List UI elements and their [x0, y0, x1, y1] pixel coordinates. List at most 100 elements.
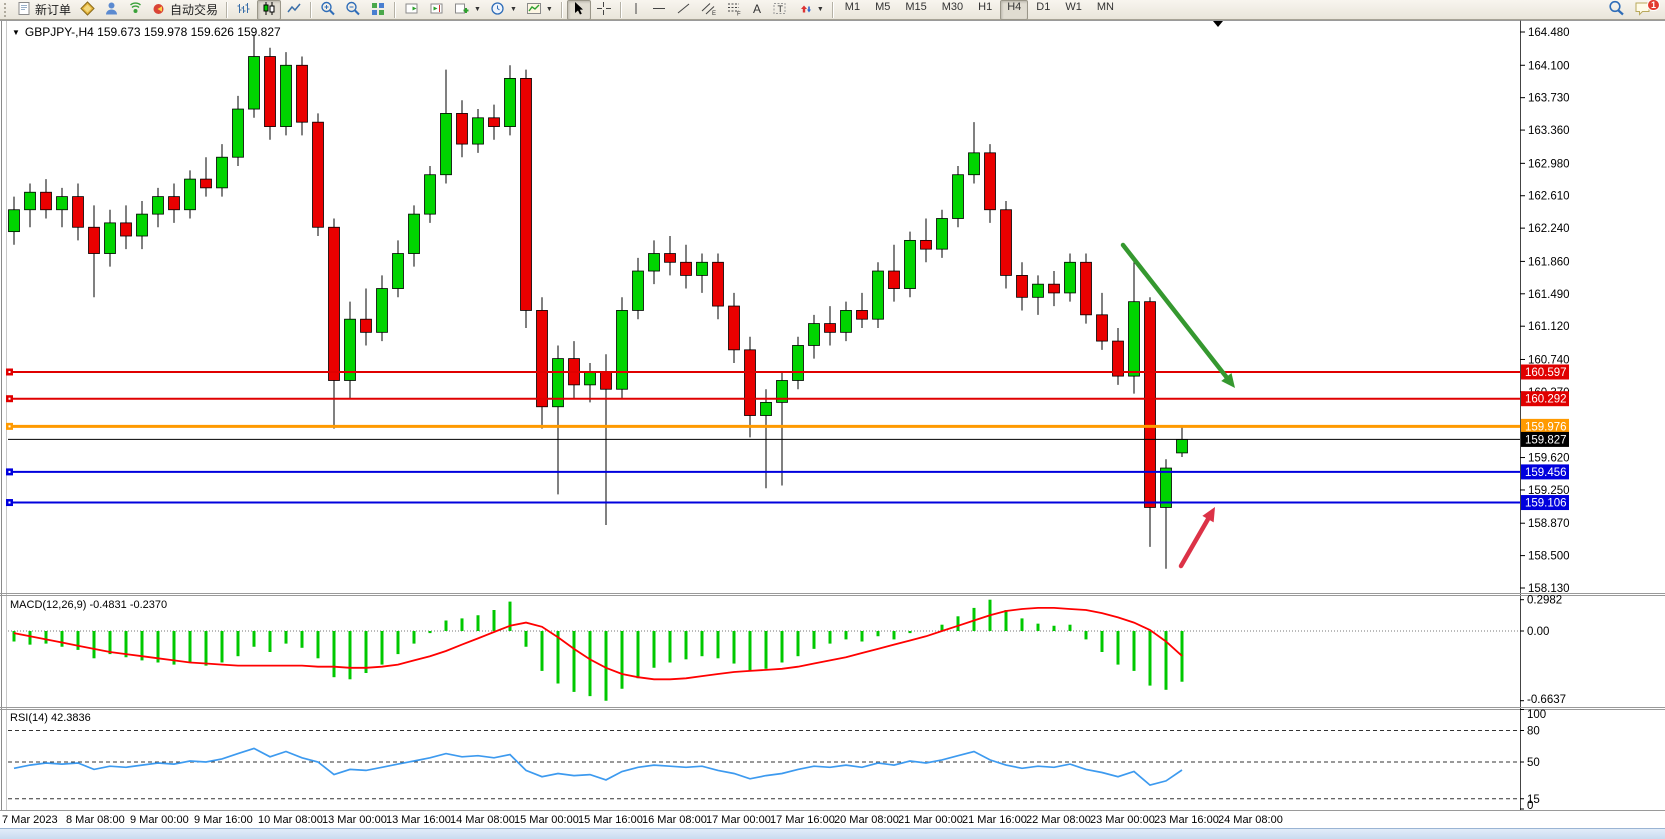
candle [296, 64, 308, 123]
signal-icon [128, 1, 143, 19]
candle [232, 108, 244, 158]
time-axis-label: 10 Mar 08:00 [258, 814, 323, 826]
candle [520, 78, 532, 311]
text-label-button[interactable]: T [768, 0, 792, 20]
candle [904, 239, 916, 289]
trendline-button[interactable] [672, 0, 696, 20]
price-badge [1521, 391, 1569, 407]
chart-title: GBPJPY-,H4 159.673 159.978 159.626 159.8… [24, 25, 281, 39]
line-chart-button[interactable] [282, 0, 306, 20]
timeframe-H4[interactable]: H4 [1000, 0, 1029, 20]
candle [1032, 283, 1044, 298]
level-handle-center [8, 501, 11, 504]
clock-icon [490, 1, 506, 19]
price-badge [1521, 431, 1569, 447]
toolbar-separator [310, 1, 313, 18]
candle [456, 113, 468, 145]
timeframe-M15[interactable]: M15 [905, 0, 927, 13]
styler-button[interactable] [76, 0, 99, 20]
candle [1144, 301, 1156, 508]
auto-scroll-button[interactable] [400, 0, 424, 20]
time-axis-label: 13 Mar 00:00 [322, 814, 387, 826]
indicators-button[interactable]: ▼ [522, 0, 557, 20]
timeframe-W1[interactable]: W1 [1065, 0, 1082, 13]
chart-shift-icon [429, 1, 445, 19]
zoom-in-icon [320, 1, 336, 19]
new-order-icon [17, 1, 32, 19]
horizontal-line-button[interactable] [647, 0, 671, 20]
indicators-icon [526, 1, 542, 19]
zoom-in-button[interactable] [316, 0, 340, 20]
time-axis-label: 21 Mar 00:00 [898, 814, 963, 826]
timeframe-MN[interactable]: MN [1096, 0, 1114, 13]
svg-text:F: F [737, 11, 741, 16]
new-chart-button[interactable]: ▼ [450, 0, 485, 20]
time-axis-label: 8 Mar 08:00 [66, 814, 125, 826]
level-handle-center [8, 425, 11, 428]
bar-chart-button[interactable] [232, 0, 256, 20]
text-label-icon: T [772, 1, 788, 19]
timeframe-H1[interactable]: H1 [978, 0, 993, 13]
candle [392, 253, 404, 289]
time-axis-label: 23 Mar 16:00 [1154, 814, 1219, 826]
line-chart-icon [286, 1, 302, 19]
equidistant-channel-button[interactable]: E [697, 0, 721, 20]
toolbar-separator [394, 1, 397, 18]
chart-title-bar: ▼ GBPJPY-,H4 159.673 159.978 159.626 159… [12, 25, 281, 39]
zoom-out-button[interactable] [341, 0, 365, 20]
timeframe-M1[interactable]: M1 [844, 0, 861, 13]
timeframe-D1[interactable]: D1 [1036, 0, 1051, 13]
tile-windows-button[interactable] [366, 0, 390, 20]
arrows-icon [797, 1, 813, 19]
rsi-label: RSI(14) 42.3836 [10, 712, 91, 724]
search-button[interactable] [1604, 0, 1629, 20]
fibonacci-button[interactable]: F [722, 0, 746, 20]
time-axis-label: 15 Mar 00:00 [514, 814, 579, 826]
macd-label: MACD(12,26,9) -0.4831 -0.2370 [10, 599, 168, 611]
bar-chart-icon [236, 1, 252, 19]
green-down-arrow-head[interactable] [1221, 372, 1235, 388]
time-axis-label: 22 Mar 08:00 [1026, 814, 1091, 826]
signals-button[interactable] [124, 0, 147, 20]
time-axis-label: 15 Mar 16:00 [578, 814, 643, 826]
candle [504, 78, 516, 127]
cursor-button[interactable] [566, 0, 591, 20]
candlestick-chart-button[interactable] [257, 0, 282, 20]
new-order-button[interactable]: 新订单 [13, 0, 75, 20]
candle [552, 358, 564, 408]
timeframe-toolbar: M1 M5 M15 M30 H1 H4 D1 W1 MN [838, 0, 1121, 20]
red-up-arrow [1178, 516, 1211, 569]
period-button[interactable]: ▼ [486, 0, 521, 20]
rsi-line [13, 747, 1183, 787]
timeframe-M30[interactable]: M30 [941, 0, 964, 13]
candle [1080, 261, 1092, 316]
chart-shift-marker-icon[interactable] [1213, 21, 1223, 27]
candle [984, 152, 996, 211]
time-axis-label: 17 Mar 16:00 [770, 814, 835, 826]
price-badge-label: 160.292 [1525, 394, 1567, 406]
candle [472, 117, 484, 145]
candle [680, 261, 692, 276]
crosshair-icon [596, 1, 612, 19]
time-axis-label: 24 Mar 08:00 [1218, 814, 1283, 826]
arrows-button[interactable]: ▼ [793, 0, 828, 20]
autotrading-button[interactable]: 自动交易 [148, 0, 222, 20]
autotrading-icon [152, 1, 167, 19]
profile-button[interactable] [100, 0, 123, 20]
price-tick-label: 161.860 [1528, 256, 1570, 268]
crosshair-button[interactable] [592, 0, 616, 20]
vertical-line-button[interactable] [626, 0, 646, 20]
price-badge-label: 159.976 [1525, 421, 1567, 433]
chart-shift-button[interactable] [425, 0, 449, 20]
chart-menu-caret-icon[interactable]: ▼ [12, 27, 20, 37]
notifications-button[interactable]: 1 [1630, 0, 1660, 20]
candle [888, 270, 900, 289]
windows-taskbar[interactable] [0, 828, 1665, 839]
time-axis-label: 23 Mar 00:00 [1090, 814, 1155, 826]
price-badge [1521, 464, 1569, 480]
text-button[interactable]: A [747, 0, 767, 20]
timeframe-M5[interactable]: M5 [875, 0, 891, 13]
red-up-arrow-head[interactable] [1202, 507, 1215, 523]
candle [24, 191, 36, 211]
